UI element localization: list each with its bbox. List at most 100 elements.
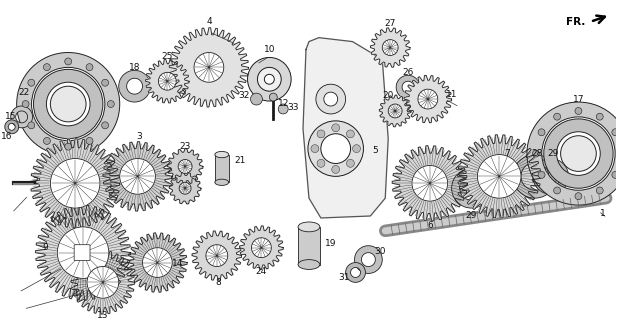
Text: 4: 4	[206, 17, 212, 26]
Polygon shape	[303, 38, 388, 218]
Circle shape	[575, 193, 582, 200]
Circle shape	[265, 74, 274, 84]
Text: 15: 15	[5, 112, 17, 121]
Ellipse shape	[215, 151, 229, 158]
Circle shape	[278, 104, 288, 114]
Circle shape	[22, 100, 29, 108]
Text: 13: 13	[97, 310, 109, 320]
Circle shape	[554, 187, 561, 194]
Wedge shape	[17, 52, 120, 156]
Circle shape	[101, 79, 109, 86]
Circle shape	[51, 158, 100, 208]
Circle shape	[108, 100, 114, 108]
Wedge shape	[355, 246, 383, 274]
Wedge shape	[544, 119, 613, 188]
Polygon shape	[379, 95, 411, 127]
Wedge shape	[11, 106, 33, 128]
Wedge shape	[527, 102, 618, 205]
Text: 14: 14	[172, 259, 183, 268]
Circle shape	[321, 134, 350, 164]
Polygon shape	[103, 142, 172, 211]
Circle shape	[28, 79, 35, 86]
Ellipse shape	[298, 222, 320, 232]
Text: 18: 18	[129, 63, 140, 72]
Text: 3: 3	[137, 132, 142, 141]
Text: 12: 12	[277, 99, 289, 108]
Circle shape	[477, 155, 521, 198]
Circle shape	[596, 187, 603, 194]
Polygon shape	[392, 146, 467, 221]
Circle shape	[250, 93, 263, 105]
Text: 8: 8	[215, 278, 221, 287]
FancyBboxPatch shape	[74, 245, 90, 260]
Circle shape	[43, 138, 51, 144]
Text: 6: 6	[427, 221, 433, 230]
Text: 17: 17	[573, 95, 584, 104]
Bar	[298, 227, 320, 265]
Circle shape	[347, 159, 354, 167]
Wedge shape	[119, 70, 150, 102]
Circle shape	[57, 227, 109, 278]
Circle shape	[269, 93, 277, 101]
Text: 5: 5	[373, 146, 378, 155]
Wedge shape	[513, 155, 557, 198]
Text: 2: 2	[33, 177, 38, 186]
Circle shape	[352, 145, 360, 153]
Circle shape	[51, 86, 86, 122]
Circle shape	[143, 248, 172, 277]
Polygon shape	[457, 135, 541, 218]
Circle shape	[87, 267, 119, 298]
Text: 11: 11	[446, 90, 457, 99]
Polygon shape	[71, 251, 135, 314]
Text: 32: 32	[238, 91, 249, 100]
Polygon shape	[167, 148, 203, 184]
Wedge shape	[33, 69, 103, 139]
Text: 10: 10	[263, 45, 275, 54]
Circle shape	[612, 172, 618, 178]
Polygon shape	[240, 226, 283, 269]
Text: 7: 7	[504, 149, 510, 158]
Polygon shape	[169, 172, 201, 204]
Text: 22: 22	[18, 88, 29, 97]
Circle shape	[538, 172, 545, 178]
Circle shape	[412, 165, 447, 201]
Circle shape	[317, 130, 325, 138]
Circle shape	[28, 122, 35, 129]
Text: 33: 33	[287, 102, 299, 111]
Circle shape	[43, 64, 51, 71]
Text: 1: 1	[600, 209, 606, 218]
Circle shape	[316, 84, 345, 114]
Bar	[215, 155, 229, 182]
Text: 31: 31	[338, 273, 349, 282]
Circle shape	[332, 124, 340, 132]
Text: 30: 30	[375, 247, 386, 256]
Circle shape	[317, 159, 325, 167]
Text: 26: 26	[402, 68, 413, 77]
Circle shape	[532, 150, 540, 157]
Circle shape	[179, 182, 191, 194]
Text: 20: 20	[383, 91, 394, 100]
Wedge shape	[345, 262, 365, 282]
Text: 28: 28	[531, 149, 543, 158]
Circle shape	[596, 113, 603, 120]
Wedge shape	[5, 120, 19, 134]
Circle shape	[158, 72, 176, 90]
Wedge shape	[533, 158, 569, 194]
Circle shape	[418, 89, 438, 109]
Polygon shape	[145, 60, 189, 103]
Circle shape	[561, 136, 596, 172]
Ellipse shape	[298, 260, 320, 269]
Text: 23: 23	[179, 142, 191, 151]
Text: 29: 29	[547, 149, 559, 158]
Circle shape	[347, 130, 354, 138]
Circle shape	[324, 92, 337, 106]
Circle shape	[101, 122, 109, 129]
Text: 21: 21	[234, 156, 245, 165]
Wedge shape	[396, 75, 420, 99]
Text: 9: 9	[43, 243, 48, 252]
Text: 27: 27	[384, 19, 396, 28]
Ellipse shape	[215, 179, 229, 185]
Circle shape	[86, 138, 93, 144]
Circle shape	[308, 121, 363, 176]
Circle shape	[388, 104, 402, 118]
